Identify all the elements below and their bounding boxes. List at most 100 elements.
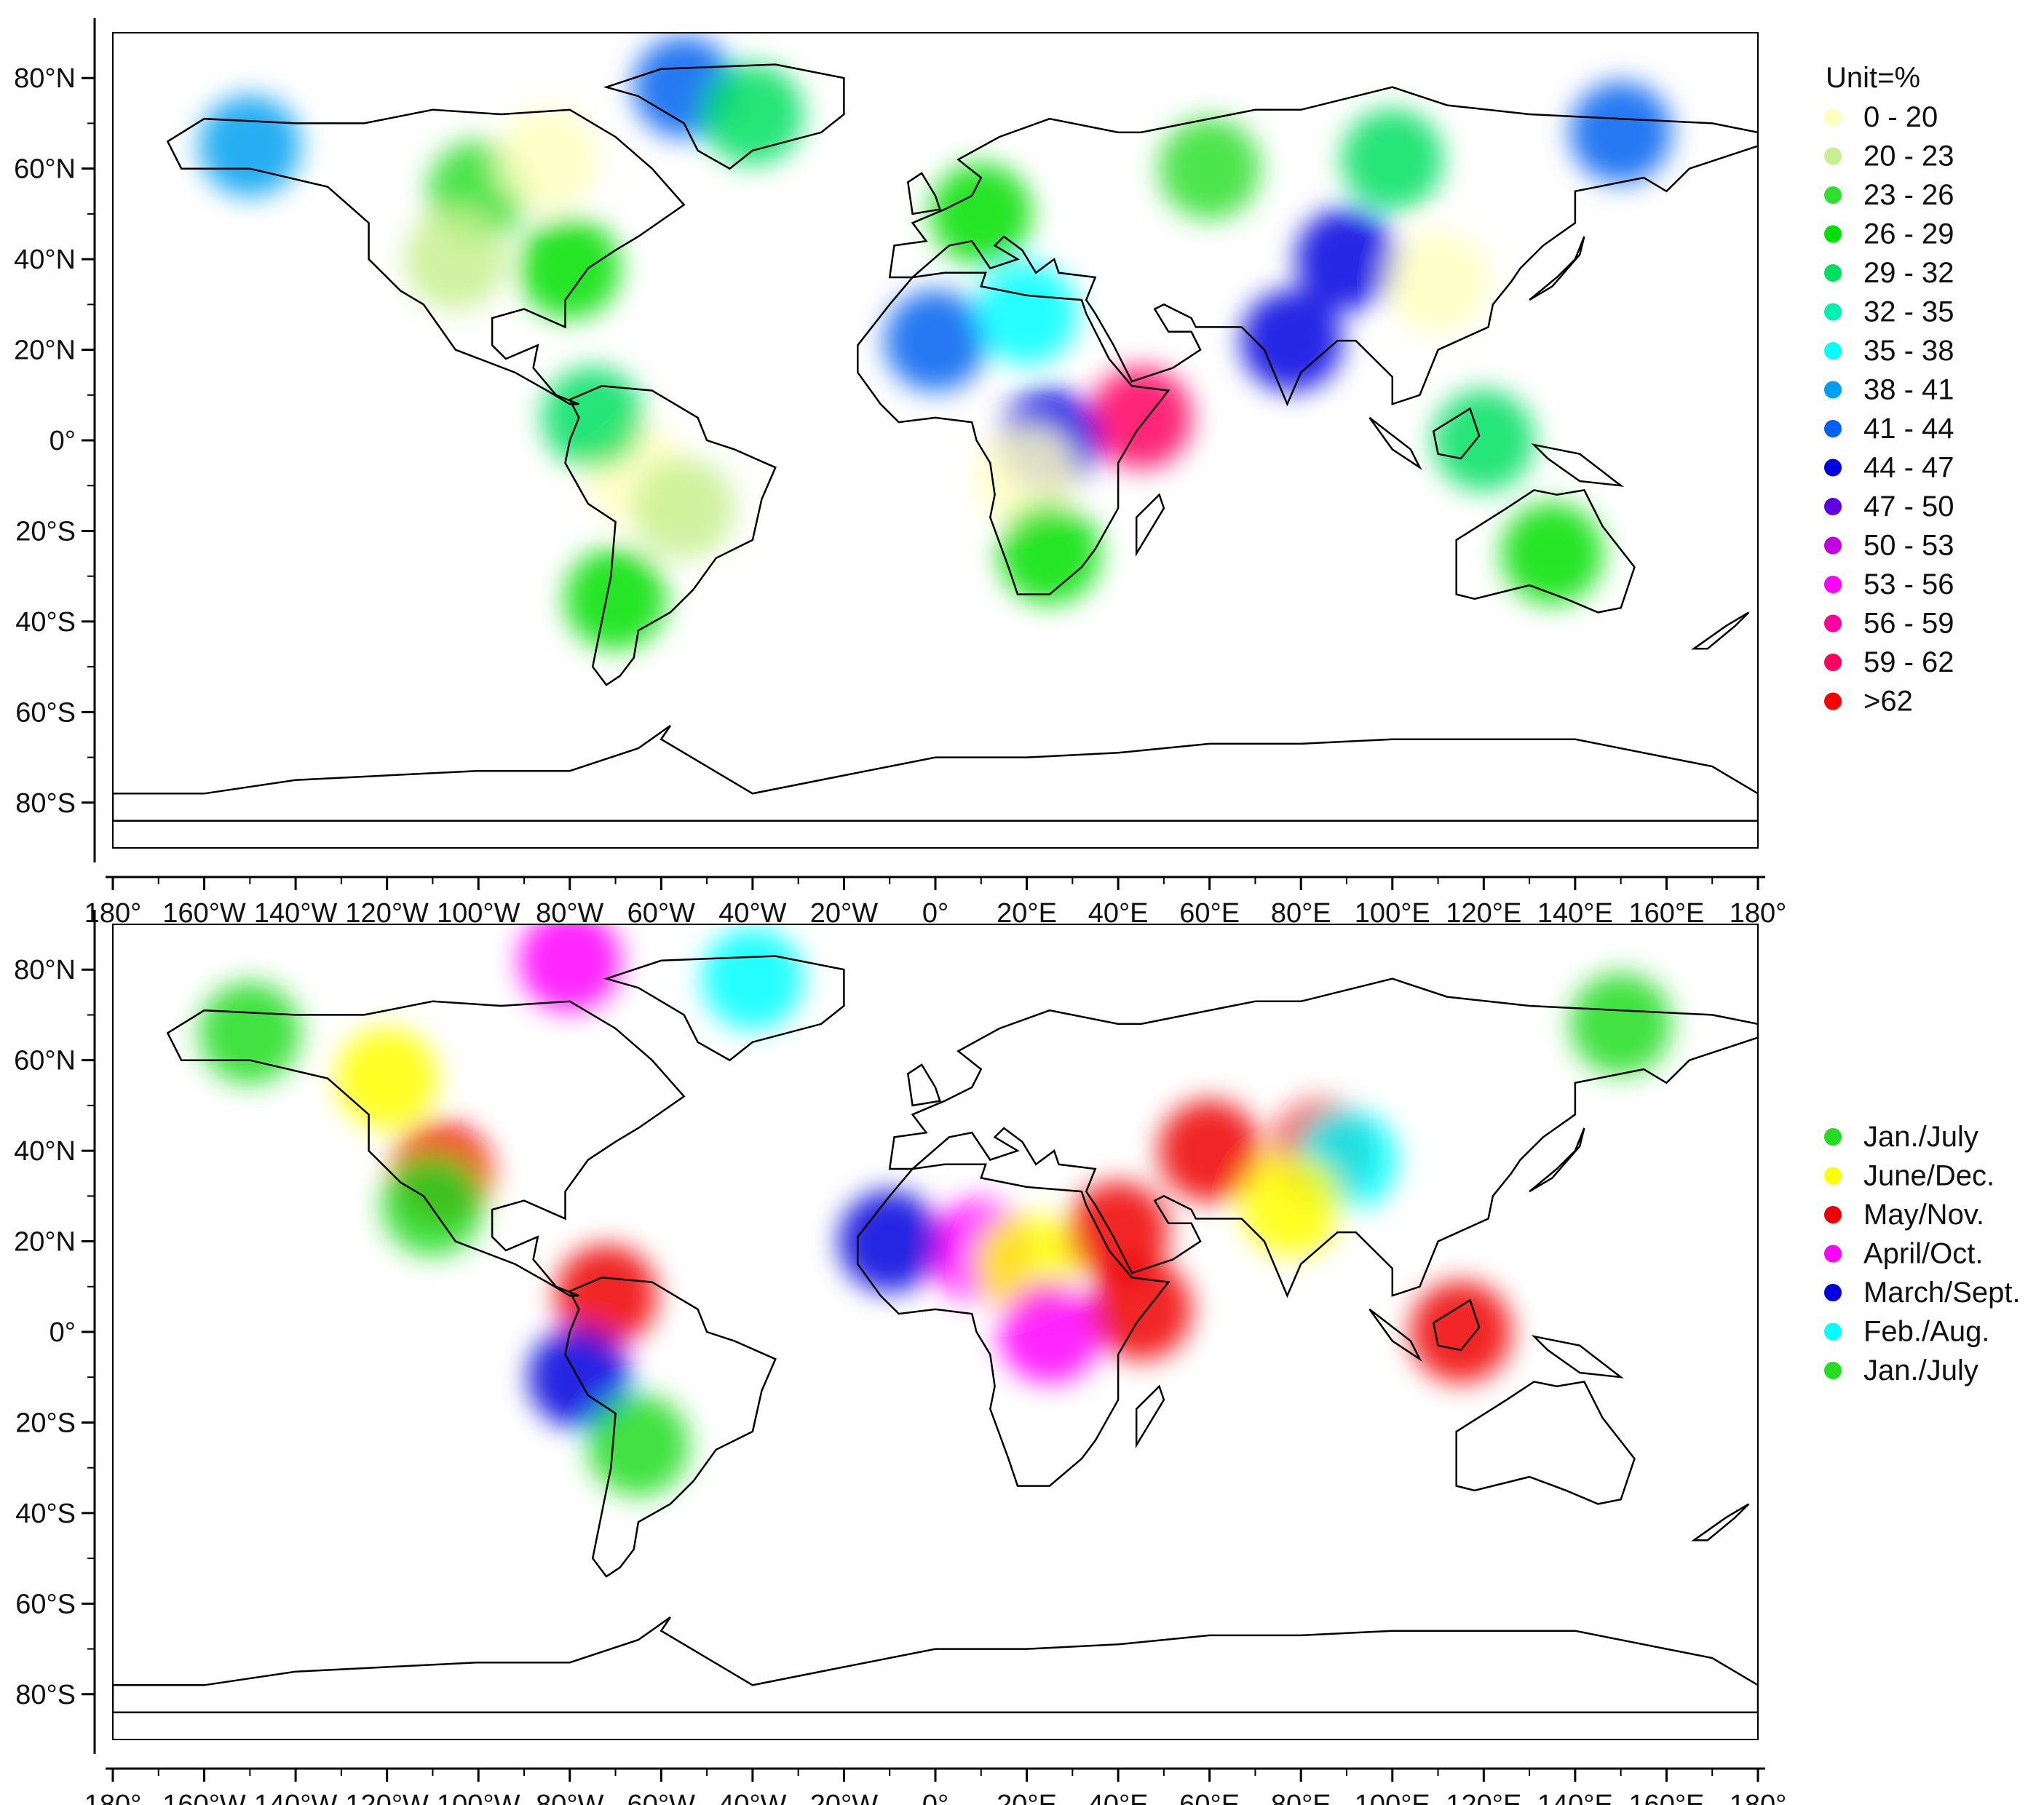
- shaded-region: [998, 502, 1101, 605]
- coastline: [857, 1163, 1170, 1487]
- y-tick-label: 40°N: [14, 245, 76, 275]
- x-tick-label: 20°E: [997, 1790, 1057, 1805]
- legend-swatch: [1824, 498, 1842, 515]
- shaded-region: [1569, 81, 1672, 183]
- coastline: [1368, 1308, 1422, 1362]
- legend-swatch: [1824, 614, 1842, 632]
- shaded-region: [1341, 108, 1443, 211]
- legend-label: 29 - 32: [1863, 257, 1954, 289]
- legend-label: 47 - 50: [1863, 491, 1954, 523]
- legend: Jan./July June/Dec. May/Nov. April/Oct. Marc…: [1824, 1121, 2021, 1387]
- map-frame: [112, 924, 1759, 1740]
- coastline: [113, 1616, 1758, 1713]
- x-tick-label: 0°: [922, 1790, 948, 1805]
- y-tick-label: 60°N: [14, 154, 76, 185]
- legend-label: 0 - 20: [1863, 101, 1938, 133]
- shaded-region: [975, 262, 1078, 365]
- legend-swatch: [1824, 459, 1842, 477]
- shaded-region: [518, 217, 621, 320]
- legend-label: >62: [1863, 686, 1913, 718]
- y-tick-label: 40°N: [14, 1136, 76, 1167]
- shaded-region: [1090, 1258, 1192, 1360]
- map-frame: [112, 32, 1759, 849]
- legend-swatch: [1824, 1167, 1842, 1185]
- coastline: [603, 63, 845, 170]
- coastline: [1432, 407, 1481, 460]
- coastline: [1455, 489, 1636, 614]
- legend-label: 53 - 56: [1863, 568, 1954, 600]
- legend: Unit=% 0 - 20 20 - 23 23 - 26 26 - 29 29 - 32…: [1824, 62, 1954, 718]
- shaded-region: [975, 425, 1078, 528]
- y-tick-label: 0°: [49, 426, 76, 456]
- coastline: [1531, 1335, 1624, 1378]
- bottom-map-panel: 80°N 60°N 40°N 20°N 0° 20°S 40°S 60°S 80°S 180° 16…: [14, 910, 2021, 1805]
- shaded-region: [564, 547, 667, 650]
- coastline: [1691, 611, 1750, 650]
- y-tick-label: 40°S: [15, 607, 76, 638]
- legend-label: March/Sept.: [1863, 1277, 2021, 1309]
- shaded-region: [1158, 1100, 1261, 1202]
- map-area: [113, 924, 1758, 1713]
- legend-label: 35 - 38: [1863, 335, 1954, 367]
- x-tick-label: 80°E: [1271, 1790, 1331, 1805]
- shaded-region: [633, 457, 735, 560]
- y-tick-label: 60°S: [15, 697, 76, 728]
- legend-label: Feb./Aug.: [1863, 1316, 1989, 1348]
- legend-swatch: [1824, 186, 1842, 204]
- x-tick-label: 180°: [84, 1790, 142, 1805]
- x-tick-label: 40°W: [718, 1790, 786, 1805]
- x-tick-label: 20°W: [810, 1790, 878, 1805]
- legend-swatch: [1824, 381, 1842, 399]
- legend-label: 59 - 62: [1863, 646, 1954, 678]
- shaded-region: [199, 95, 301, 197]
- y-tick-label: 20°N: [14, 1227, 76, 1258]
- legend-label: April/Oct.: [1863, 1238, 1983, 1270]
- shaded-region: [1409, 1281, 1512, 1383]
- shaded-region: [1387, 231, 1489, 333]
- coastline: [113, 724, 1758, 822]
- shaded-region: [555, 1245, 657, 1347]
- x-tick-label: 140°E: [1537, 1790, 1613, 1805]
- legend-label: 50 - 53: [1863, 530, 1954, 562]
- shaded-region: [1501, 502, 1604, 605]
- x-tick-label: 60°W: [627, 1790, 695, 1805]
- x-tick-label: 160°E: [1628, 1790, 1704, 1805]
- shaded-region: [381, 1154, 484, 1256]
- shaded-region: [1296, 208, 1398, 311]
- y-tick-label: 80°S: [15, 1680, 76, 1710]
- coastline: [603, 955, 845, 1062]
- legend-swatch: [1824, 654, 1842, 671]
- coastline: [857, 271, 1170, 595]
- coastline: [1529, 236, 1585, 301]
- legend-swatch: [1824, 1284, 1842, 1301]
- coastline: [1368, 416, 1422, 470]
- legend-swatch: [1824, 536, 1842, 555]
- legend-swatch: [1824, 225, 1842, 243]
- legend-swatch: [1824, 1128, 1842, 1146]
- legend-swatch: [1824, 1362, 1842, 1379]
- legend-label: 41 - 44: [1863, 413, 1954, 445]
- coastline: [1135, 493, 1165, 558]
- coastline: [1531, 443, 1624, 487]
- shaded-region: [496, 108, 598, 211]
- map-area: [113, 36, 1758, 822]
- legend-swatch: [1824, 108, 1842, 126]
- legend-swatch: [1824, 420, 1842, 437]
- coastline: [564, 1277, 777, 1578]
- legend-label: 23 - 26: [1863, 179, 1954, 211]
- coastline: [888, 977, 1758, 1298]
- shaded-region: [839, 1190, 941, 1293]
- x-tick-label: 160°W: [162, 1790, 246, 1805]
- coastline: [564, 385, 777, 686]
- legend-label: 32 - 35: [1863, 296, 1954, 328]
- y-tick-label: 60°N: [14, 1046, 76, 1076]
- coastline: [888, 86, 1758, 407]
- legend-label: 56 - 59: [1863, 608, 1954, 640]
- shaded-region: [1240, 1154, 1343, 1256]
- coastline: [166, 108, 686, 405]
- coastline: [1432, 1298, 1481, 1352]
- legend-label: May/Nov.: [1863, 1199, 1984, 1231]
- legend-swatch: [1824, 692, 1842, 710]
- legend-swatch: [1824, 576, 1842, 593]
